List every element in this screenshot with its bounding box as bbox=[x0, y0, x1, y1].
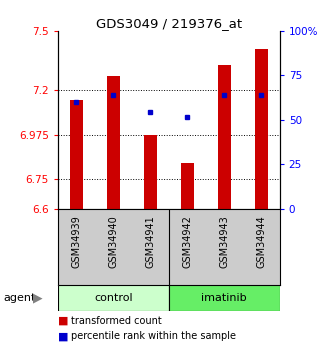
Text: GSM34939: GSM34939 bbox=[71, 215, 81, 267]
Text: GSM34942: GSM34942 bbox=[182, 215, 192, 268]
Bar bbox=[58, 285, 169, 310]
Bar bbox=[218, 65, 231, 209]
Text: GSM34943: GSM34943 bbox=[219, 215, 229, 267]
Text: agent: agent bbox=[3, 293, 36, 303]
Bar bbox=[255, 49, 268, 209]
Bar bbox=[70, 100, 83, 209]
Text: imatinib: imatinib bbox=[202, 293, 247, 303]
Text: GSM34944: GSM34944 bbox=[256, 215, 266, 267]
Bar bbox=[181, 163, 194, 209]
Text: control: control bbox=[94, 293, 133, 303]
Text: GSM34941: GSM34941 bbox=[145, 215, 155, 267]
Bar bbox=[107, 77, 120, 209]
Bar bbox=[144, 135, 157, 209]
Text: percentile rank within the sample: percentile rank within the sample bbox=[71, 332, 236, 341]
Bar bbox=[169, 285, 280, 310]
Text: transformed count: transformed count bbox=[71, 316, 162, 326]
Text: GSM34940: GSM34940 bbox=[108, 215, 118, 267]
Title: GDS3049 / 219376_at: GDS3049 / 219376_at bbox=[96, 17, 242, 30]
Text: ▶: ▶ bbox=[33, 291, 43, 304]
Text: ■: ■ bbox=[58, 332, 69, 341]
Text: ■: ■ bbox=[58, 316, 69, 326]
